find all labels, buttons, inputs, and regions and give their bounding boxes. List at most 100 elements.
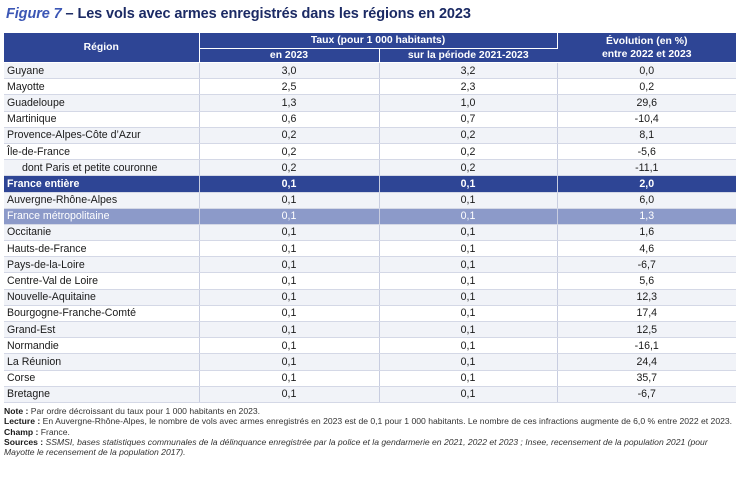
cell-evolution: 0,2	[557, 78, 736, 96]
cell-taux-period: 0,2	[379, 159, 558, 177]
table-row: Pays-de-la-Loire 0,1 0,1 -6,7	[4, 256, 736, 274]
cell-region: La Réunion	[4, 353, 200, 371]
cell-taux-2023: 0,1	[199, 192, 380, 209]
cell-taux-2023: 0,1	[199, 256, 380, 274]
cell-taux-2023: 0,1	[199, 321, 380, 339]
cell-region: Martinique	[4, 111, 200, 128]
cell-region: France métropolitaine	[4, 208, 200, 225]
cell-taux-2023: 0,1	[199, 208, 380, 225]
cell-taux-2023: 0,2	[199, 159, 380, 177]
sources-text: SSMSI, bases statistiques communales de …	[4, 436, 708, 458]
cell-evolution: 12,3	[557, 289, 736, 306]
cell-evolution: -10,4	[557, 111, 736, 128]
cell-taux-period: 0,1	[379, 208, 558, 225]
table-row: Nouvelle-Aquitaine 0,1 0,1 12,3	[4, 289, 736, 306]
table-row: France entière 0,1 0,1 2,0	[4, 175, 736, 193]
cell-taux-2023: 1,3	[199, 94, 380, 112]
cell-taux-2023: 0,2	[199, 143, 380, 161]
cell-region: Auvergne-Rhône-Alpes	[4, 192, 200, 209]
table-row: Bourgogne-Franche-Comté 0,1 0,1 17,4	[4, 305, 736, 323]
cell-taux-2023: 2,5	[199, 78, 380, 96]
cell-region: Centre-Val de Loire	[4, 272, 200, 290]
table-body: Guyane 3,0 3,2 0,0 Mayotte 2,5 2,3 0,2 Guadeloup…	[4, 62, 736, 403]
note-label: Note :	[4, 406, 29, 416]
cell-taux-period: 0,1	[379, 256, 558, 274]
cell-evolution: 5,6	[557, 272, 736, 290]
table-row: Bretagne 0,1 0,1 -6,7	[4, 386, 736, 403]
cell-region: Occitanie	[4, 224, 200, 242]
table-row: Auvergne-Rhône-Alpes 0,1 0,1 6,0	[4, 192, 736, 209]
cell-taux-period: 0,1	[379, 272, 558, 290]
cell-region: Île-de-France	[4, 143, 200, 161]
lecture-line: Lecture : En Auvergne-Rhône-Alpes, le no…	[4, 416, 736, 426]
cell-evolution: 2,0	[557, 175, 736, 193]
cell-evolution: 12,5	[557, 321, 736, 339]
data-table: Région Taux (pour 1 000 habitants) Évolu…	[4, 33, 736, 403]
cell-evolution: 8,1	[557, 127, 736, 144]
header-region: Région	[4, 33, 200, 63]
cell-taux-period: 0,7	[379, 111, 558, 128]
cell-evolution: 24,4	[557, 353, 736, 371]
cell-taux-period: 0,1	[379, 370, 558, 387]
figure-title: Figure 7 – Les vols avec armes enregistr…	[6, 6, 736, 22]
cell-region: Guadeloupe	[4, 94, 200, 112]
table-row: France métropolitaine 0,1 0,1 1,3	[4, 208, 736, 225]
table-row: Normandie 0,1 0,1 -16,1	[4, 337, 736, 355]
cell-evolution: 29,6	[557, 94, 736, 112]
cell-taux-period: 0,2	[379, 143, 558, 161]
cell-taux-2023: 0,1	[199, 240, 380, 258]
note-line: Note : Par ordre décroissant du taux pou…	[4, 406, 736, 416]
table-row: Guadeloupe 1,3 1,0 29,6	[4, 94, 736, 112]
cell-evolution: 17,4	[557, 305, 736, 323]
table-row: Mayotte 2,5 2,3 0,2	[4, 78, 736, 96]
cell-taux-period: 0,1	[379, 305, 558, 323]
cell-taux-period: 1,0	[379, 94, 558, 112]
cell-evolution: 6,0	[557, 192, 736, 209]
table-row: La Réunion 0,1 0,1 24,4	[4, 353, 736, 371]
cell-evolution: 35,7	[557, 370, 736, 387]
header-evolution-line1: Évolution (en %)	[606, 35, 688, 47]
cell-taux-period: 0,2	[379, 127, 558, 144]
cell-taux-2023: 0,1	[199, 272, 380, 290]
champ-label: Champ :	[4, 426, 39, 437]
cell-evolution: -11,1	[557, 159, 736, 177]
cell-taux-2023: 0,1	[199, 224, 380, 242]
header-evolution-line2: entre 2022 et 2023	[601, 48, 692, 60]
table-row: Provence-Alpes-Côte d’Azur 0,2 0,2 8,1	[4, 127, 736, 144]
cell-region: Mayotte	[4, 78, 200, 96]
cell-taux-period: 0,1	[379, 321, 558, 339]
cell-taux-period: 0,1	[379, 386, 558, 403]
header-taux-period: sur la période 2021-2023	[379, 48, 557, 63]
cell-taux-period: 0,1	[379, 289, 558, 306]
cell-taux-2023: 3,0	[199, 62, 380, 80]
figure-title-separator: –	[61, 6, 78, 22]
figure-title-text: Les vols avec armes enregistrés dans les…	[77, 6, 471, 22]
sources-line: Sources : SSMSI, bases statistiques comm…	[4, 437, 736, 458]
cell-taux-period: 0,1	[379, 337, 558, 355]
cell-taux-2023: 0,1	[199, 175, 380, 193]
table-row: Grand-Est 0,1 0,1 12,5	[4, 321, 736, 339]
cell-taux-period: 2,3	[379, 78, 558, 96]
table-row: Martinique 0,6 0,7 -10,4	[4, 111, 736, 128]
cell-region: Pays-de-la-Loire	[4, 256, 200, 274]
cell-region: Normandie	[4, 337, 200, 355]
cell-taux-2023: 0,1	[199, 305, 380, 323]
cell-taux-2023: 0,2	[199, 127, 380, 144]
cell-evolution: 4,6	[557, 240, 736, 258]
cell-taux-2023: 0,1	[199, 289, 380, 306]
cell-taux-period: 0,1	[379, 240, 558, 258]
sources-label: Sources :	[4, 436, 44, 447]
table-row: Centre-Val de Loire 0,1 0,1 5,6	[4, 272, 736, 290]
champ-text: France.	[38, 426, 70, 437]
table-row: dont Paris et petite couronne 0,2 0,2 -11,1	[4, 159, 736, 177]
cell-evolution: 0,0	[557, 62, 736, 80]
cell-region: Grand-Est	[4, 321, 200, 339]
cell-taux-2023: 0,1	[199, 370, 380, 387]
cell-taux-2023: 0,1	[199, 386, 380, 403]
cell-evolution: -5,6	[557, 143, 736, 161]
table-row: Guyane 3,0 3,2 0,0	[4, 62, 736, 80]
note-text: Par ordre décroissant du taux pour 1 000…	[28, 406, 261, 416]
table-row: Hauts-de-France 0,1 0,1 4,6	[4, 240, 736, 258]
cell-evolution: 1,6	[557, 224, 736, 242]
cell-region: Corse	[4, 370, 200, 387]
